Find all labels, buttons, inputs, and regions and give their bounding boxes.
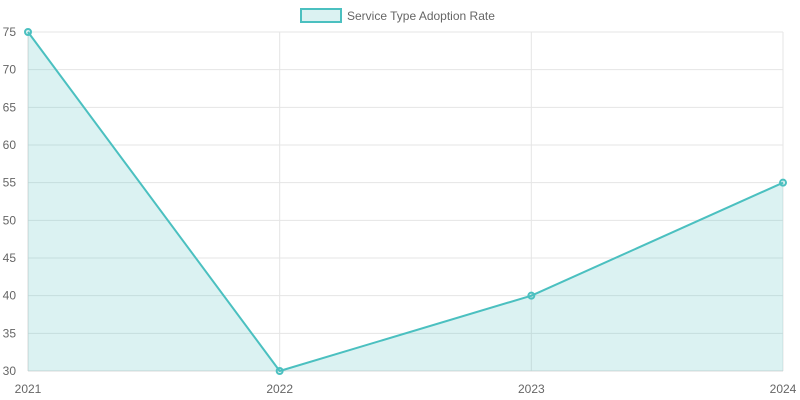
series-line [27, 31, 784, 372]
data-point[interactable] [24, 28, 32, 36]
y-tick-label: 50 [3, 213, 17, 227]
y-tick-label: 65 [3, 100, 17, 114]
y-tick-label: 60 [3, 138, 17, 152]
y-tick-label: 55 [3, 176, 17, 190]
series-area-fill [28, 32, 783, 371]
y-tick-label: 45 [3, 251, 17, 265]
x-tick-label: 2024 [770, 382, 797, 396]
y-tick-label: 75 [3, 25, 17, 39]
y-tick-label: 35 [3, 326, 17, 340]
y-tick-label: 40 [3, 289, 17, 303]
data-point[interactable] [779, 178, 787, 187]
x-tick-label: 2023 [518, 382, 545, 396]
data-point[interactable] [275, 367, 284, 375]
axes: 30 35 40 45 50 55 60 65 70 75 2021 2022 2023 2024 [3, 25, 797, 396]
y-tick-label: 70 [3, 63, 17, 77]
x-tick-label: 2021 [15, 382, 42, 396]
legend-label[interactable]: Service Type Adoption Rate [347, 9, 495, 23]
y-tick-label: 30 [3, 364, 17, 378]
data-point[interactable] [527, 291, 536, 300]
legend-swatch[interactable] [300, 8, 342, 23]
x-tick-label: 2022 [266, 382, 293, 396]
legend[interactable]: Service Type Adoption Rate [300, 8, 495, 23]
series-layer [24, 28, 787, 375]
